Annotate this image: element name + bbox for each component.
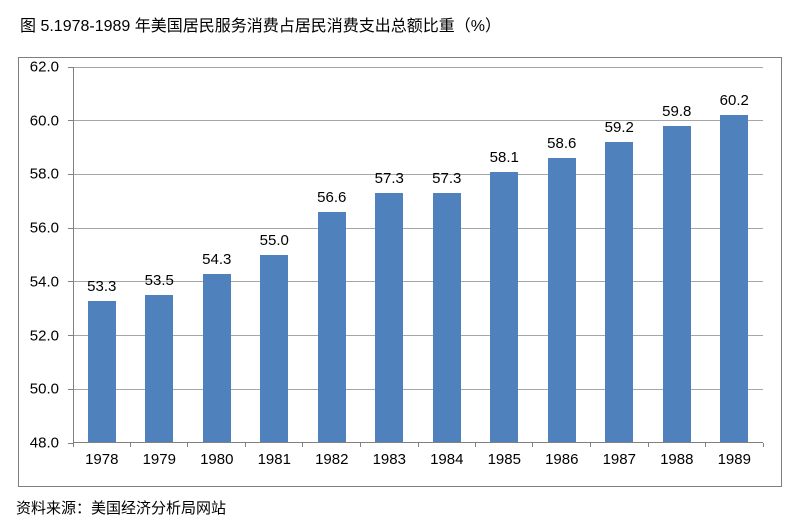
bar-value-label: 55.0 (259, 232, 289, 249)
gridline (73, 66, 763, 68)
x-axis-tick (762, 443, 764, 447)
gridline (73, 335, 763, 337)
y-axis-tick-label: 56.0 (29, 219, 59, 237)
x-axis-label-1986: 1986 (545, 451, 579, 468)
x-axis-label-1980: 1980 (200, 451, 234, 468)
y-axis-tick (68, 335, 73, 337)
bar-value-label: 60.2 (719, 92, 749, 110)
bar-value-label: 54.3 (202, 250, 232, 268)
plot-area: 53.3 53.5 54.3 55.0 56.6 57.3 57.3 58.1 58.6 59.2… (68, 66, 764, 447)
bar-1983 (375, 193, 404, 443)
bar-value-label: 58.1 (489, 148, 519, 166)
bar-value-label: 53.5 (144, 272, 174, 290)
y-axis-tick (68, 442, 73, 444)
y-axis-tick (68, 227, 73, 229)
bar-1986 (547, 158, 576, 443)
y-axis-labels: 62.0 60.0 58.0 56.0 54.0 52.0 50.0 48.0 (19, 59, 65, 452)
chart-title: 图 5.1978-1989 年美国居民服务消费占居民消费支出总额比重（%） (20, 18, 501, 35)
x-axis-tick (417, 443, 419, 447)
gridline (73, 173, 763, 175)
x-axis-tick (129, 443, 131, 447)
bar-1980 (202, 273, 231, 443)
y-axis-tick (68, 66, 73, 68)
x-axis-label-1987: 1987 (602, 451, 636, 468)
bar-value-label: 57.3 (374, 170, 404, 188)
x-axis-label-1978: 1978 (85, 451, 119, 468)
bar-1981 (260, 255, 289, 443)
x-axis-labels: 1978 1979 1980 1981 1982 1983 1984 1985 1986 1987… (73, 451, 763, 473)
x-axis-tick (302, 443, 304, 447)
bar-1982 (317, 212, 346, 443)
x-axis-label-1979: 1979 (142, 451, 176, 468)
x-axis-tick (245, 443, 246, 447)
y-axis-tick-label: 50.0 (29, 380, 59, 398)
x-axis-tick (705, 443, 706, 447)
bar-series: 53.3 53.5 54.3 55.0 56.6 57.3 57.3 58.1 58.6 59.2… (73, 67, 763, 443)
x-axis-tick (647, 443, 649, 447)
bar-value-label: 59.8 (662, 103, 692, 121)
bar-1987 (605, 142, 634, 443)
x-axis-label-1984: 1984 (430, 451, 464, 468)
bar-value-label: 53.3 (87, 277, 117, 295)
y-axis-tick-label: 62.0 (29, 58, 59, 76)
x-axis-label-1985: 1985 (487, 451, 521, 468)
x-axis-label-1989: 1989 (717, 451, 751, 468)
gridline (73, 120, 763, 122)
bar-1985 (490, 171, 519, 443)
y-axis-tick (68, 120, 73, 122)
x-axis-tick (360, 443, 361, 447)
bar-1988 (662, 126, 691, 443)
source-note: 资料来源：美国经济分析局网站 (16, 500, 227, 517)
gridline (73, 388, 763, 390)
bar-value-label: 57.3 (432, 170, 462, 188)
y-axis-tick-label: 54.0 (29, 273, 59, 291)
x-axis-tick (187, 443, 189, 447)
gridline (73, 281, 763, 283)
y-axis-tick (68, 173, 73, 175)
x-axis-label-1988: 1988 (660, 451, 694, 468)
x-axis-tick (475, 443, 476, 447)
y-axis-tick-label: 60.0 (29, 112, 59, 130)
bar-1978 (87, 300, 116, 443)
y-axis-tick-label: 52.0 (29, 327, 59, 345)
y-axis-tick-label: 58.0 (29, 165, 59, 183)
x-axis-line (73, 442, 763, 443)
x-axis-label-1981: 1981 (257, 451, 291, 468)
x-axis-label-1982: 1982 (315, 451, 349, 468)
bar-1989 (720, 115, 749, 443)
gridline (73, 227, 763, 229)
y-axis-tick (68, 388, 73, 390)
x-axis-tick (590, 443, 591, 447)
bar-value-label: 56.6 (317, 189, 347, 207)
x-axis-tick (532, 443, 534, 447)
bar-1979 (145, 295, 174, 443)
bar-value-label: 58.6 (547, 135, 577, 153)
y-axis-tick-label: 48.0 (29, 434, 59, 452)
chart-frame: 62.0 60.0 58.0 56.0 54.0 52.0 50.0 48.0 53.3 53.… (18, 57, 782, 487)
bar-value-label: 59.2 (604, 119, 634, 137)
y-axis-line (73, 67, 74, 443)
bar-1984 (432, 193, 461, 443)
x-axis-label-1983: 1983 (372, 451, 406, 468)
y-axis-tick (68, 281, 73, 283)
x-axis-tick (72, 443, 74, 447)
